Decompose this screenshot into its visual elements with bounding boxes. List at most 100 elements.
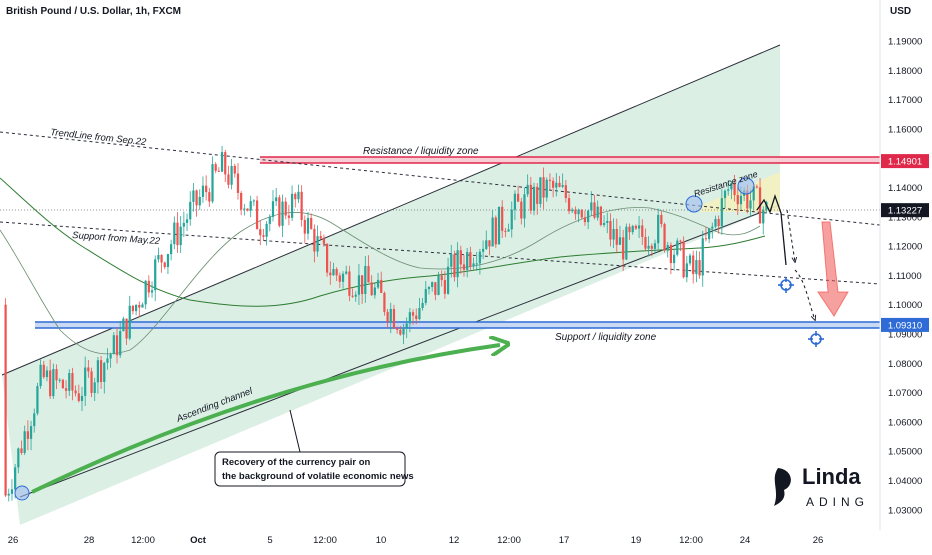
candle-body	[714, 218, 717, 227]
x-tick-label: Oct	[190, 535, 207, 546]
candle-body	[587, 210, 590, 223]
candle-body	[354, 294, 357, 297]
y-tick-label: 1.19000	[888, 37, 922, 48]
candle-body	[752, 186, 755, 201]
candle-body	[466, 252, 469, 270]
callout-pointer	[289, 409, 318, 453]
candle-body	[290, 193, 294, 218]
candle-body	[532, 186, 536, 211]
candle-body	[109, 354, 112, 359]
candle-body	[87, 367, 90, 372]
candle-body	[526, 184, 529, 195]
candle-body	[707, 228, 711, 240]
candle-body	[173, 222, 176, 245]
logo-silhouette-icon	[774, 468, 791, 506]
marker-circle	[685, 195, 703, 213]
candle-body	[208, 192, 211, 202]
channel-lower-line	[19, 204, 781, 498]
price-badge-label: 1.14901	[888, 157, 922, 168]
candle-body	[325, 243, 329, 273]
candle-body	[17, 448, 20, 468]
marker-circle	[737, 177, 755, 195]
target-icon	[778, 277, 794, 293]
y-axis[interactable]: 1.190001.180001.170001.160001.150001.140…	[888, 37, 922, 517]
candle-body	[357, 275, 361, 295]
candle-body	[647, 245, 650, 249]
candle-body	[335, 269, 338, 276]
candle-body	[112, 335, 115, 355]
candle-body	[294, 193, 297, 200]
candle-body	[144, 280, 147, 305]
candle-body	[361, 275, 364, 295]
y-tick-label: 1.07000	[888, 388, 922, 399]
price-badge-label: 1.09310	[888, 320, 922, 331]
x-tick-label: 28	[84, 535, 95, 546]
y-tick-label: 1.06000	[888, 417, 922, 428]
candle-body	[338, 275, 341, 282]
candle-body	[755, 186, 758, 188]
callout-box	[214, 451, 406, 487]
x-axis[interactable]: 26 28 12:00 Oct 5 12:00 10 12 12:00 17 19 12:00 24 26	[8, 535, 824, 546]
candle-body	[68, 373, 71, 391]
candle-body	[739, 195, 743, 205]
candle-body	[641, 225, 644, 238]
candle-body	[224, 152, 227, 175]
x-tick-label: 12:00	[131, 535, 155, 546]
candle-body	[329, 272, 332, 276]
candle-body	[33, 413, 36, 427]
candle-body	[657, 215, 660, 244]
candle-body	[615, 228, 618, 245]
candle-body	[287, 215, 291, 218]
x-tick-label: 12:00	[497, 535, 521, 546]
candle-body	[230, 165, 233, 185]
candle-body	[583, 217, 587, 223]
recovery-arrow	[31, 345, 500, 494]
candle-body	[163, 262, 166, 268]
candle-body	[402, 327, 405, 335]
y-tick-label: 1.04000	[888, 476, 922, 487]
candle-body	[746, 190, 749, 209]
candle-body	[376, 279, 380, 288]
candle-body	[103, 362, 106, 382]
price-badge	[881, 317, 929, 332]
candle-body	[61, 379, 65, 389]
candle-body	[166, 254, 170, 268]
candle-body	[399, 329, 402, 335]
candle-body	[717, 218, 720, 227]
candle-body	[348, 271, 351, 296]
candle-body	[233, 165, 236, 174]
candle-body	[596, 206, 599, 218]
candle-body	[281, 201, 284, 226]
candle-body	[198, 196, 201, 206]
projection-dashed-2	[794, 269, 815, 320]
candle-body	[481, 248, 485, 252]
y-tick-label: 1.18000	[888, 66, 922, 77]
chart-title: British Pound / U.S. Dollar, 1h, FXCM	[6, 6, 181, 17]
x-tick-label: 12	[449, 535, 460, 546]
candle-body	[427, 287, 431, 290]
candle-body	[440, 275, 443, 281]
candle-body	[211, 164, 214, 202]
candle-body	[392, 308, 396, 329]
x-tick-label: 26	[813, 535, 824, 546]
candle-body	[590, 202, 593, 211]
candle-body	[574, 209, 577, 215]
ma-fast	[0, 207, 761, 355]
candle-body	[682, 241, 685, 278]
candle-body	[42, 364, 45, 378]
x-tick-label: 24	[740, 535, 751, 546]
candle-body	[418, 308, 421, 320]
candle-body	[459, 250, 462, 265]
y-tick-label: 1.08000	[888, 359, 922, 370]
candle-body	[567, 198, 571, 212]
x-tick-label: 19	[631, 535, 642, 546]
candle-body	[106, 358, 109, 363]
candle-body	[727, 189, 730, 191]
x-tick-label: 5	[267, 535, 272, 546]
candle-body	[141, 304, 144, 308]
candle-body	[637, 225, 641, 229]
candle-body	[341, 273, 345, 282]
candle-body	[275, 197, 278, 202]
candle-body	[119, 331, 122, 356]
